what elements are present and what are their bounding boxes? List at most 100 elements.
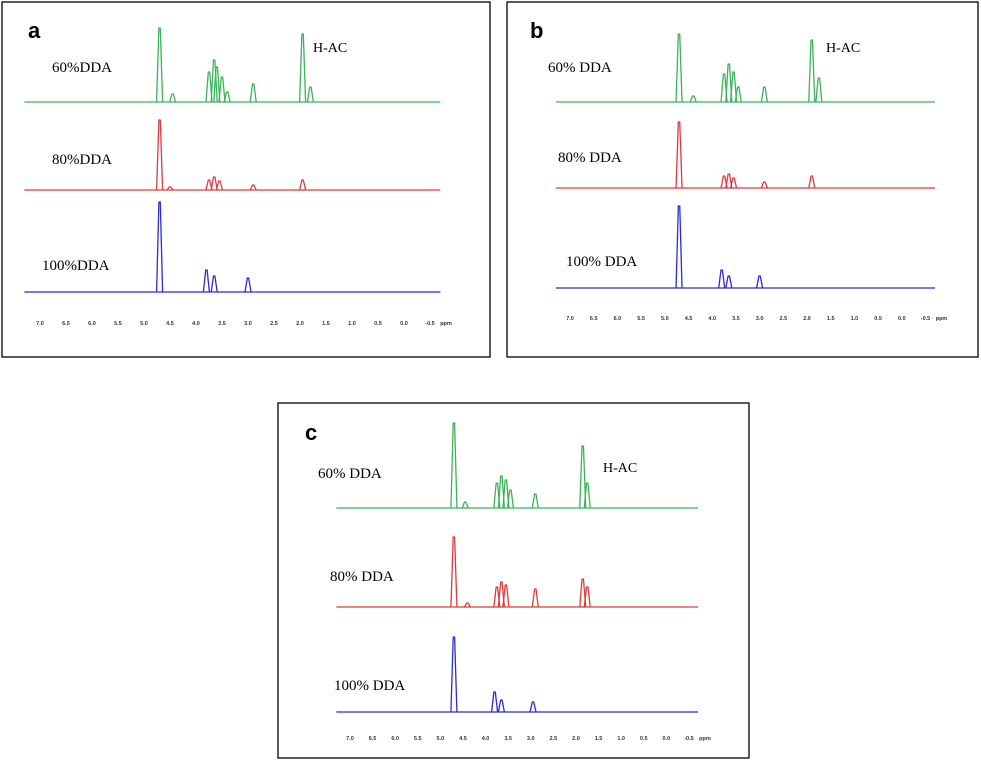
x-tick-label: 2.0	[803, 316, 811, 322]
x-tick-label: 5.5	[414, 736, 422, 742]
x-tick-label: 4.5	[166, 321, 174, 327]
peak	[531, 588, 539, 608]
peak	[760, 86, 769, 103]
series-label: 100% DDA	[566, 254, 637, 270]
peak	[210, 59, 218, 103]
x-tick-label: 7.0	[36, 321, 44, 327]
x-tick-label: 4.0	[708, 316, 716, 322]
x-tick-label: 6.5	[369, 736, 377, 742]
peak	[202, 269, 211, 293]
series-label: 80%DDA	[52, 152, 112, 168]
panel-frame	[1, 1, 491, 358]
x-tick-label: 1.0	[617, 736, 625, 742]
annotation: H-AC	[313, 41, 347, 56]
peak	[497, 699, 506, 713]
x-tick-label: 6.0	[88, 321, 96, 327]
peak	[579, 445, 587, 509]
x-tick-label: 6.0	[391, 736, 399, 742]
peak	[450, 422, 458, 509]
peak	[155, 201, 164, 293]
peak	[306, 86, 315, 103]
peak	[675, 205, 683, 289]
x-tick-label: 5.0	[661, 316, 669, 322]
peak	[210, 275, 218, 293]
peak	[205, 71, 213, 103]
x-tick-label: 2.5	[779, 316, 787, 322]
peak	[579, 578, 587, 608]
peak	[218, 76, 226, 103]
peak	[808, 175, 816, 189]
peak	[729, 71, 738, 103]
x-tick-label: 3.5	[504, 736, 512, 742]
peak	[720, 73, 728, 103]
peak	[583, 586, 591, 608]
x-tick-label: 3.5	[218, 321, 226, 327]
x-tick-label: 4.0	[192, 321, 200, 327]
x-tick-label: 0.0	[663, 736, 671, 742]
peak	[583, 482, 591, 509]
peak	[213, 66, 221, 103]
x-tick-label: 2.5	[270, 321, 278, 327]
x-tick-label: 4.5	[685, 316, 693, 322]
x-tick-label: 3.0	[527, 736, 535, 742]
series-label: 60%DDA	[52, 60, 112, 76]
peak	[298, 33, 307, 103]
series-label: 60% DDA	[318, 466, 382, 482]
peak	[502, 479, 510, 509]
peak	[205, 179, 213, 191]
x-tick-label: 1.5	[827, 316, 835, 322]
x-tick-label: 1.5	[322, 321, 330, 327]
peak	[497, 581, 506, 608]
peak	[725, 173, 733, 189]
x-tick-label: 1.0	[348, 321, 356, 327]
peak	[155, 27, 164, 103]
peak	[450, 636, 458, 713]
x-tick-label: 6.0	[614, 316, 622, 322]
panel-label: b	[530, 18, 543, 43]
x-tick-label: 0.0	[898, 316, 906, 322]
peak	[210, 176, 218, 191]
x-tick-label: 1.0	[851, 316, 859, 322]
x-tick-label: -0.5	[684, 736, 693, 742]
x-tick-label: 2.5	[550, 736, 558, 742]
peak	[463, 602, 472, 608]
peak	[675, 121, 683, 189]
series-label: 100%DDA	[42, 258, 110, 274]
peak	[215, 180, 224, 191]
x-tick-label: 2.0	[296, 321, 304, 327]
peak	[497, 475, 506, 509]
peak	[729, 177, 738, 189]
peak	[675, 33, 683, 103]
peak	[529, 701, 537, 713]
peak	[760, 181, 768, 189]
peak	[450, 536, 458, 608]
x-axis-label: ppm	[440, 321, 452, 327]
x-tick-label: 3.5	[732, 316, 740, 322]
peak	[502, 584, 510, 608]
x-tick-label: -0.5	[425, 321, 434, 327]
x-tick-label: 0.5	[874, 316, 882, 322]
peak	[531, 493, 539, 509]
x-tick-label: 7.0	[346, 736, 354, 742]
x-tick-label: 1.5	[595, 736, 603, 742]
peak	[166, 186, 174, 191]
x-tick-label: 4.5	[459, 736, 467, 742]
x-tick-label: 3.0	[244, 321, 252, 327]
peak	[298, 179, 307, 191]
annotation: H-AC	[603, 461, 637, 476]
peak	[155, 119, 164, 191]
peak	[755, 275, 764, 289]
peak	[815, 77, 823, 103]
peak	[720, 175, 728, 189]
x-tick-label: 5.5	[637, 316, 645, 322]
panel-label: a	[28, 18, 41, 43]
peak	[725, 63, 733, 103]
x-axis-label: ppm	[699, 736, 711, 742]
peak	[249, 83, 257, 103]
series-label: 100% DDA	[334, 678, 405, 694]
series-label: 80% DDA	[330, 569, 394, 585]
series-label: 60% DDA	[548, 60, 612, 76]
x-tick-label: 0.5	[374, 321, 382, 327]
x-tick-label: -0.5	[921, 316, 930, 322]
